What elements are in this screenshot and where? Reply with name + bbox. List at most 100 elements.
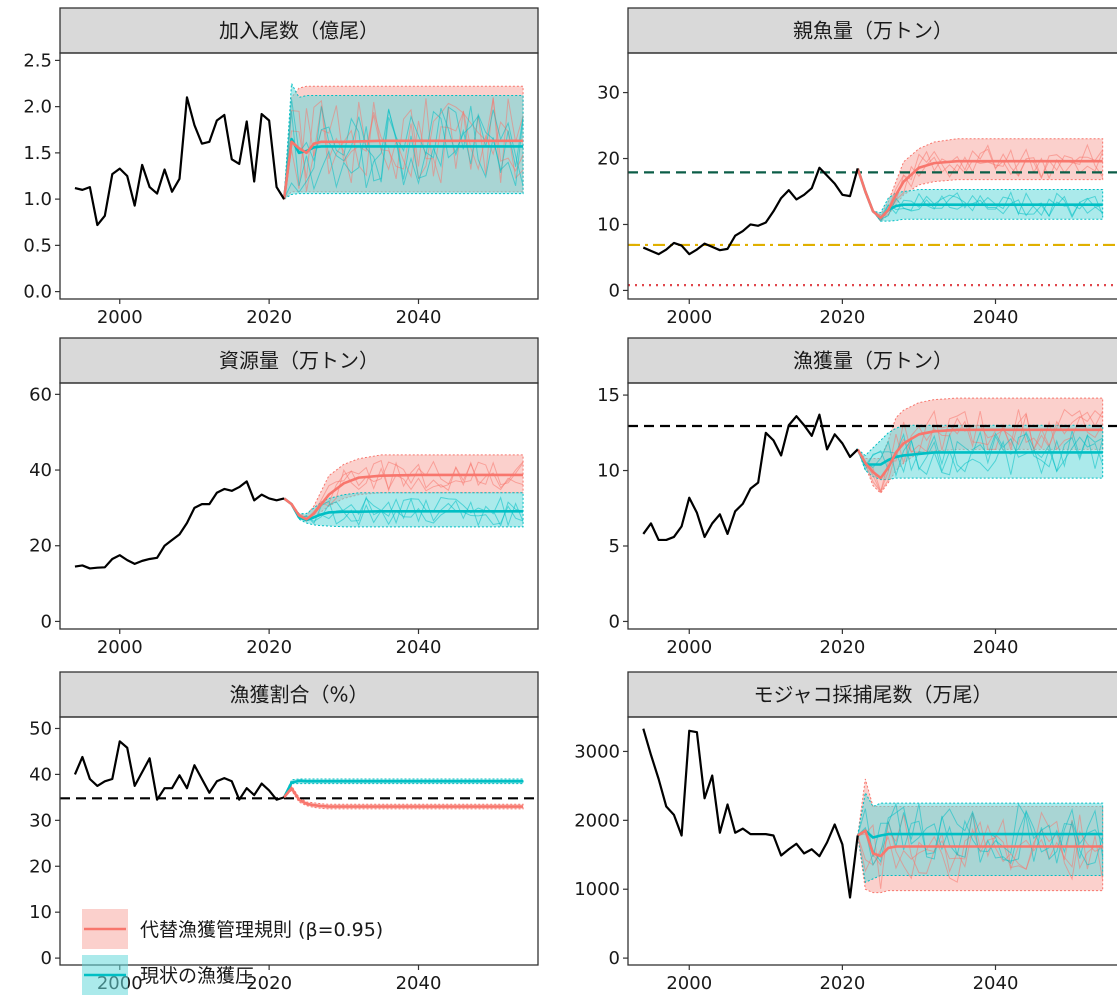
median-line-proposed — [856, 159, 1103, 220]
panel-5: 漁獲割合（%）01020304050200020202040 — [29, 671, 539, 994]
median-line-current — [282, 137, 524, 200]
panel-title: 漁獲割合（%） — [229, 683, 368, 707]
y-tick-label: 20 — [29, 856, 52, 877]
x-tick-label: 2000 — [666, 307, 712, 328]
median-line-proposed — [856, 829, 1103, 858]
sample-line-proposed — [857, 814, 1104, 883]
history-line — [74, 480, 285, 570]
y-tick-label: 2.5 — [23, 50, 52, 71]
sample-line-current — [283, 99, 524, 200]
x-tick-label: 2040 — [973, 973, 1019, 994]
x-tick-label: 2020 — [819, 307, 865, 328]
strip-header — [59, 7, 539, 54]
median-line-proposed — [283, 473, 524, 521]
median-line-current — [282, 779, 524, 798]
sample-line-current — [857, 432, 1104, 473]
panel-2: 親魚量（万トン） 0 10 20 30 2000 2020 2040 — [597, 7, 1117, 328]
sample-line-current — [283, 106, 524, 200]
median-line-current — [856, 448, 1103, 466]
x-tick-label: 2000 — [666, 973, 712, 994]
strip-header — [59, 337, 539, 384]
panel-frame — [59, 716, 539, 966]
panel-frame — [627, 382, 1117, 630]
y-tick-label: 20 — [29, 536, 52, 557]
history-line — [642, 166, 859, 256]
y-tick-label: 20 — [597, 149, 620, 170]
y-tick-label: 0 — [41, 611, 52, 632]
sample-line-proposed — [857, 143, 1104, 218]
plot-area — [74, 454, 524, 570]
panel-title: 漁獲量（万トン） — [793, 349, 953, 373]
y-tick-label: 40 — [29, 460, 52, 481]
plot-area — [642, 728, 1104, 899]
panel-frame — [627, 716, 1117, 966]
y-tick-label: 10 — [29, 902, 52, 923]
x-tick-label: 2040 — [973, 307, 1019, 328]
x-tick-label: 2020 — [246, 637, 292, 658]
y-tick-label: 0 — [609, 611, 620, 632]
y-tick-label: 50 — [29, 718, 52, 739]
legend-label-proposed: 代替漁獲管理規則 (β=0.95) — [140, 919, 383, 941]
y-tick-label: 0 — [609, 948, 620, 969]
history-line — [642, 728, 859, 899]
median-line-current — [283, 497, 524, 522]
history-line — [74, 96, 285, 227]
x-tick-label: 2040 — [396, 637, 442, 658]
sample-line-current — [857, 428, 1103, 478]
y-tick-label: 3000 — [574, 741, 620, 762]
history-line — [642, 413, 859, 542]
plot-area — [60, 740, 538, 810]
panel-title: 加入尾数（億尾） — [219, 19, 379, 43]
x-tick-label: 2000 — [97, 307, 143, 328]
sample-line-current — [283, 108, 524, 200]
x-tick-label: 2000 — [666, 637, 712, 658]
panel-1: 加入尾数（億尾） 0.0 0.5 1.0 1.5 2.0 2.5 2000 2020 2040 — [23, 7, 539, 328]
x-tick-label: 2020 — [246, 973, 292, 994]
y-tick-label: 0 — [609, 280, 620, 301]
sample-line-proposed — [283, 460, 524, 522]
y-tick-label: 10 — [597, 214, 620, 235]
sample-line-proposed — [857, 811, 1103, 889]
y-tick-label: 0.5 — [23, 235, 52, 256]
sample-line-current — [283, 496, 524, 527]
x-tick-label: 2000 — [97, 637, 143, 658]
x-tick-label: 2020 — [819, 973, 865, 994]
history-line — [73, 740, 285, 801]
panel-4: 漁獲量（万トン） 0 5 10 15 2000 2020 2040 — [597, 337, 1117, 658]
x-tick-label: 2020 — [246, 307, 292, 328]
y-tick-label: 1.5 — [23, 143, 52, 164]
x-tick-label: 2040 — [396, 973, 442, 994]
plot-area — [628, 138, 1117, 287]
median-line-proposed — [282, 139, 524, 200]
y-tick-label: 1000 — [574, 879, 620, 900]
y-tick-label: 30 — [29, 810, 52, 831]
y-tick-label: 10 — [597, 461, 620, 482]
strip-header — [627, 337, 1117, 384]
y-tick-label: 0.0 — [23, 282, 52, 303]
panel-frame — [59, 382, 539, 630]
y-tick-label: 1.0 — [23, 189, 52, 210]
panel-title: 親魚量（万トン） — [793, 19, 953, 43]
median-line-current — [856, 829, 1103, 839]
panel-title: 資源量（万トン） — [219, 349, 379, 373]
y-tick-label: 2.0 — [23, 97, 52, 118]
x-tick-label: 2040 — [396, 307, 442, 328]
band-current — [857, 791, 1104, 884]
panel-6: モジャコ採捕尾数（万尾） 0 1000 2000 3000 2000 2020 2040 — [574, 671, 1117, 994]
median-line-proposed — [283, 786, 524, 808]
legend: 代替漁獲管理規則 (β=0.95) 現状の漁獲圧 — [82, 909, 383, 995]
plot-area — [628, 397, 1117, 542]
panel-frame — [627, 52, 1117, 300]
y-tick-label: 15 — [597, 385, 620, 406]
y-tick-label: 60 — [29, 384, 52, 405]
y-tick-label: 0 — [41, 948, 52, 969]
x-tick-label: 2020 — [819, 637, 865, 658]
strip-header — [627, 7, 1117, 54]
panel-title: モジャコ採捕尾数（万尾） — [754, 683, 993, 707]
y-tick-label: 30 — [597, 83, 620, 104]
sample-line-proposed — [857, 144, 1104, 219]
y-tick-label: 5 — [609, 536, 620, 557]
